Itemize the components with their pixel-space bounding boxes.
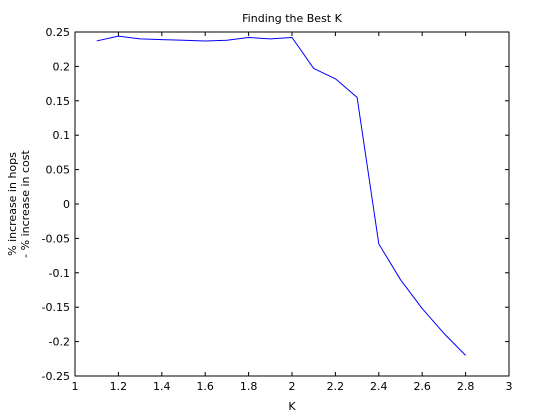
y-tick-label: -0.1 xyxy=(49,267,70,280)
x-tick-label: 1.6 xyxy=(196,380,214,393)
x-tick-label: 2.8 xyxy=(457,380,475,393)
y-tick-label: -0.15 xyxy=(42,301,70,314)
chart-title: Finding the Best K xyxy=(242,12,342,25)
x-tick-label: 2.2 xyxy=(327,380,345,393)
y-tick-label: -0.05 xyxy=(42,232,70,245)
y-tick-label: -0.2 xyxy=(49,336,70,349)
x-tick-label: 2 xyxy=(289,380,296,393)
y-tick-label: 0.1 xyxy=(53,129,71,142)
y-axis-label: % increase in hops - % increase in cost xyxy=(6,150,32,258)
x-axis-label: K xyxy=(288,400,296,413)
x-tick-label: 1.4 xyxy=(153,380,171,393)
y-tick-label: 0.15 xyxy=(46,95,71,108)
axes-frame xyxy=(75,32,509,376)
y-tick-label: 0.25 xyxy=(46,26,71,39)
y-tick-label: 0.05 xyxy=(46,164,71,177)
y-tick-label: -0.25 xyxy=(42,370,70,383)
x-tick-label: 2.4 xyxy=(370,380,388,393)
y-axis-label-line-1: % increase in hops xyxy=(6,152,19,256)
x-tick-label: 1.2 xyxy=(110,380,128,393)
x-tick-label: 1 xyxy=(72,380,79,393)
y-tick-label: 0 xyxy=(63,198,70,211)
y-tick-label: 0.2 xyxy=(53,60,71,73)
x-tick-label: 3 xyxy=(506,380,513,393)
x-tick-label: 2.6 xyxy=(413,380,431,393)
y-axis-label-line-2: - % increase in cost xyxy=(19,150,32,258)
x-tick-label: 1.8 xyxy=(240,380,258,393)
plot-area xyxy=(75,32,509,376)
